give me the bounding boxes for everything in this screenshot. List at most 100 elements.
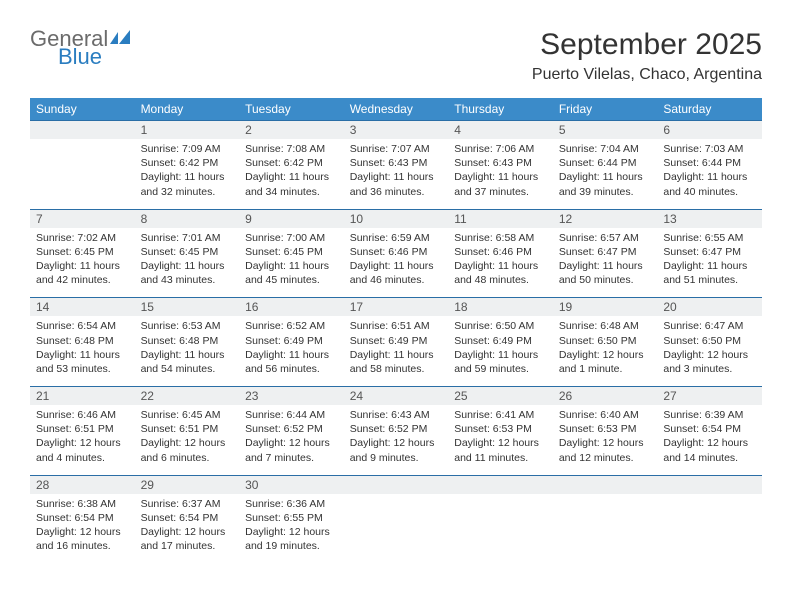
daylight-text: Daylight: 11 hours and 37 minutes. xyxy=(454,170,547,198)
sunrise-text: Sunrise: 6:44 AM xyxy=(245,408,338,422)
sunset-text: Sunset: 6:47 PM xyxy=(663,245,756,259)
sunset-text: Sunset: 6:49 PM xyxy=(454,334,547,348)
sunset-text: Sunset: 6:51 PM xyxy=(141,422,234,436)
title-block: September 2025 Puerto Vilelas, Chaco, Ar… xyxy=(532,28,762,84)
sunset-text: Sunset: 6:48 PM xyxy=(141,334,234,348)
daylight-text: Daylight: 11 hours and 39 minutes. xyxy=(559,170,652,198)
daylight-text: Daylight: 11 hours and 53 minutes. xyxy=(36,348,129,376)
day-number-cell: 23 xyxy=(239,387,344,406)
daylight-text: Daylight: 11 hours and 59 minutes. xyxy=(454,348,547,376)
day-number-cell xyxy=(30,121,135,140)
daylight-text: Daylight: 11 hours and 46 minutes. xyxy=(350,259,443,287)
daylight-text: Daylight: 11 hours and 48 minutes. xyxy=(454,259,547,287)
day-number-cell: 11 xyxy=(448,209,553,228)
weekday-header: Sunday xyxy=(30,98,135,121)
day-number-cell xyxy=(344,475,449,494)
daylight-text: Daylight: 11 hours and 42 minutes. xyxy=(36,259,129,287)
day-info-row: Sunrise: 6:38 AMSunset: 6:54 PMDaylight:… xyxy=(30,494,762,564)
sunset-text: Sunset: 6:45 PM xyxy=(141,245,234,259)
sunrise-text: Sunrise: 6:39 AM xyxy=(663,408,756,422)
sunset-text: Sunset: 6:42 PM xyxy=(141,156,234,170)
sunrise-text: Sunrise: 6:45 AM xyxy=(141,408,234,422)
sunset-text: Sunset: 6:44 PM xyxy=(663,156,756,170)
sunset-text: Sunset: 6:49 PM xyxy=(350,334,443,348)
day-number-cell: 7 xyxy=(30,209,135,228)
day-info-cell: Sunrise: 6:37 AMSunset: 6:54 PMDaylight:… xyxy=(135,494,240,564)
day-info-cell xyxy=(30,139,135,209)
sunrise-text: Sunrise: 6:57 AM xyxy=(559,231,652,245)
sunrise-text: Sunrise: 6:36 AM xyxy=(245,497,338,511)
calendar-table: Sunday Monday Tuesday Wednesday Thursday… xyxy=(30,98,762,563)
sunrise-text: Sunrise: 6:41 AM xyxy=(454,408,547,422)
day-info-row: Sunrise: 6:46 AM Sunset: 6:51 PM Daylight:… xyxy=(30,405,762,475)
sunrise-text: Sunrise: 6:46 AM xyxy=(36,408,129,422)
sunrise-text: Sunrise: 7:07 AM xyxy=(350,142,443,156)
daylight-text: Daylight: 12 hours and 4 minutes. xyxy=(36,436,129,464)
day-info-cell: Sunrise: 7:06 AMSunset: 6:43 PMDaylight:… xyxy=(448,139,553,209)
daylight-text: Daylight: 12 hours and 9 minutes. xyxy=(350,436,443,464)
day-info-cell: Sunrise: 6:38 AMSunset: 6:54 PMDaylight:… xyxy=(30,494,135,564)
sunrise-text: Sunrise: 6:47 AM xyxy=(663,319,756,333)
sunset-text: Sunset: 6:45 PM xyxy=(245,245,338,259)
day-info-cell: Sunrise: 6:36 AMSunset: 6:55 PMDaylight:… xyxy=(239,494,344,564)
day-number-cell: 10 xyxy=(344,209,449,228)
day-info-cell: Sunrise: 7:03 AMSunset: 6:44 PMDaylight:… xyxy=(657,139,762,209)
day-info-cell xyxy=(553,494,658,564)
day-number-cell: 26 xyxy=(553,387,658,406)
sunrise-text: Sunrise: 6:52 AM xyxy=(245,319,338,333)
daylight-text: Daylight: 11 hours and 54 minutes. xyxy=(141,348,234,376)
day-info-cell: Sunrise: 7:00 AMSunset: 6:45 PMDaylight:… xyxy=(239,228,344,298)
daylight-text: Daylight: 12 hours and 14 minutes. xyxy=(663,436,756,464)
day-number-cell: 2 xyxy=(239,121,344,140)
daylight-text: Daylight: 12 hours and 11 minutes. xyxy=(454,436,547,464)
sunrise-text: Sunrise: 7:03 AM xyxy=(663,142,756,156)
day-info-cell: Sunrise: 6:41 AMSunset: 6:53 PMDaylight:… xyxy=(448,405,553,475)
day-info-cell: Sunrise: 6:52 AMSunset: 6:49 PMDaylight:… xyxy=(239,316,344,386)
day-info-cell: Sunrise: 6:58 AMSunset: 6:46 PMDaylight:… xyxy=(448,228,553,298)
day-info-cell: Sunrise: 6:50 AMSunset: 6:49 PMDaylight:… xyxy=(448,316,553,386)
day-number-cell: 16 xyxy=(239,298,344,317)
daylight-text: Daylight: 12 hours and 7 minutes. xyxy=(245,436,338,464)
sunset-text: Sunset: 6:46 PM xyxy=(454,245,547,259)
daylight-text: Daylight: 12 hours and 17 minutes. xyxy=(141,525,234,553)
weekday-header: Friday xyxy=(553,98,658,121)
day-number-cell: 30 xyxy=(239,475,344,494)
weekday-header: Thursday xyxy=(448,98,553,121)
day-number-cell: 19 xyxy=(553,298,658,317)
sunrise-text: Sunrise: 6:50 AM xyxy=(454,319,547,333)
sunset-text: Sunset: 6:47 PM xyxy=(559,245,652,259)
day-number-cell: 5 xyxy=(553,121,658,140)
sunrise-text: Sunrise: 7:00 AM xyxy=(245,231,338,245)
day-info-cell: Sunrise: 6:47 AMSunset: 6:50 PMDaylight:… xyxy=(657,316,762,386)
day-info-cell: Sunrise: 7:01 AMSunset: 6:45 PMDaylight:… xyxy=(135,228,240,298)
sunrise-text: Sunrise: 6:51 AM xyxy=(350,319,443,333)
sunrise-text: Sunrise: 6:54 AM xyxy=(36,319,129,333)
sunset-text: Sunset: 6:52 PM xyxy=(245,422,338,436)
weekday-header: Tuesday xyxy=(239,98,344,121)
day-number-cell: 24 xyxy=(344,387,449,406)
sunset-text: Sunset: 6:53 PM xyxy=(454,422,547,436)
day-info-cell: Sunrise: 7:07 AMSunset: 6:43 PMDaylight:… xyxy=(344,139,449,209)
page-header: General Blue September 2025 Puerto Vilel… xyxy=(30,28,762,84)
day-info-cell: Sunrise: 6:57 AMSunset: 6:47 PMDaylight:… xyxy=(553,228,658,298)
sunrise-text: Sunrise: 7:04 AM xyxy=(559,142,652,156)
daylight-text: Daylight: 12 hours and 19 minutes. xyxy=(245,525,338,553)
sunrise-text: Sunrise: 6:55 AM xyxy=(663,231,756,245)
sunrise-text: Sunrise: 6:53 AM xyxy=(141,319,234,333)
day-info-row: Sunrise: 7:02 AM Sunset: 6:45 PM Daylight:… xyxy=(30,228,762,298)
daylight-text: Daylight: 12 hours and 12 minutes. xyxy=(559,436,652,464)
daylight-text: Daylight: 11 hours and 56 minutes. xyxy=(245,348,338,376)
sunrise-text: Sunrise: 7:02 AM xyxy=(36,231,129,245)
day-number-cell: 17 xyxy=(344,298,449,317)
sunrise-text: Sunrise: 6:48 AM xyxy=(559,319,652,333)
day-info-cell: Sunrise: 6:54 AMSunset: 6:48 PMDaylight:… xyxy=(30,316,135,386)
weekday-header: Wednesday xyxy=(344,98,449,121)
sunset-text: Sunset: 6:52 PM xyxy=(350,422,443,436)
sunset-text: Sunset: 6:46 PM xyxy=(350,245,443,259)
day-number-cell: 3 xyxy=(344,121,449,140)
sunset-text: Sunset: 6:50 PM xyxy=(663,334,756,348)
day-number-cell: 13 xyxy=(657,209,762,228)
daylight-text: Daylight: 11 hours and 36 minutes. xyxy=(350,170,443,198)
daylight-text: Daylight: 12 hours and 1 minute. xyxy=(559,348,652,376)
day-number-cell: 15 xyxy=(135,298,240,317)
